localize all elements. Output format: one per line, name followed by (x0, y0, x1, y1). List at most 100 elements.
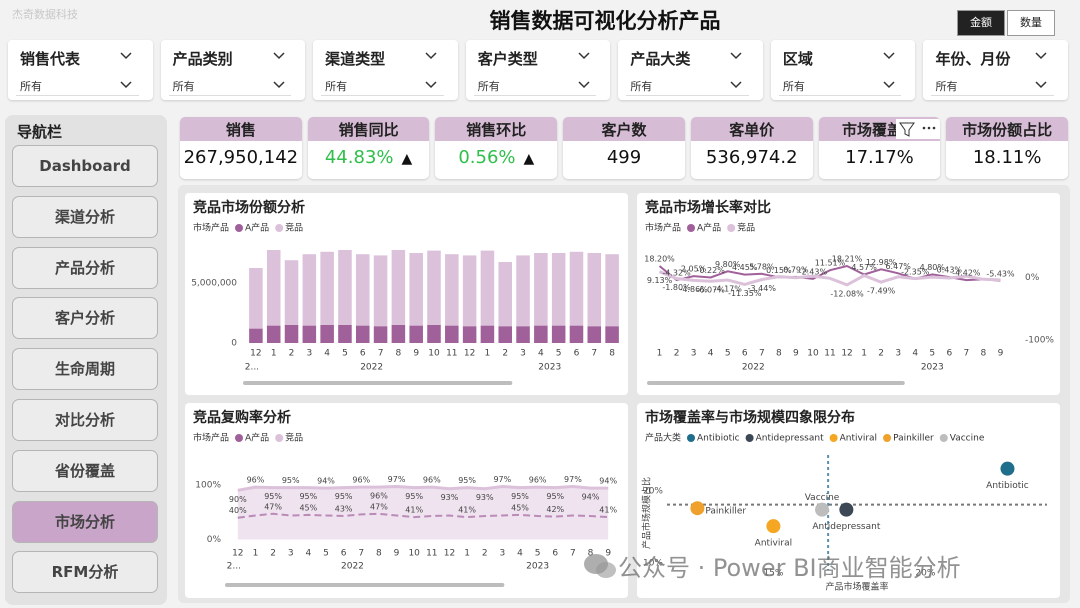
kpi-card: 市场份额占比 18.11% (946, 117, 1069, 179)
bar-segment (480, 325, 495, 343)
data-label: 95% (299, 492, 317, 501)
chevron (120, 81, 132, 89)
bar-segment (569, 251, 584, 326)
chevron (1035, 52, 1047, 60)
x-tick-label: 9 (998, 349, 1004, 359)
legend-label: 竞品 (285, 222, 303, 234)
filter-dropdown[interactable]: 区域 所有 (770, 40, 916, 100)
visual-toolbar[interactable] (896, 119, 941, 139)
chevron (730, 52, 742, 60)
x-tick-label: 10 (408, 549, 420, 559)
filter-label: 产品大类 (630, 50, 691, 68)
bar-segment (427, 250, 441, 325)
data-label: 95% (405, 492, 423, 501)
bar-segment (516, 326, 530, 343)
chevron (425, 52, 437, 60)
bar-segment (445, 254, 459, 326)
x-tick-label: 3 (499, 549, 505, 559)
kpi-card: 客户数 499 (563, 117, 685, 179)
chevron (120, 52, 132, 60)
nav-button[interactable]: Dashboard (12, 145, 158, 187)
x-tick-label: 10 (807, 349, 819, 359)
x-group-label: 2023 (538, 363, 561, 373)
x-tick-label: 3 (520, 349, 526, 359)
data-label: -5.43% (986, 269, 1015, 278)
kpi-value: 17.17% (845, 147, 914, 168)
line (237, 484, 609, 492)
toggle-button[interactable]: 数量 (1007, 10, 1055, 36)
x-tick-label: 1 (485, 349, 491, 359)
nav-button[interactable]: 生命周期 (12, 348, 158, 391)
chart-card: 市场覆盖率与市场规模四象限分布 产品大类 Antibiotic Antidepress… (637, 403, 1060, 598)
filter-value: 所有 (935, 80, 958, 93)
x-tick-label: 8 (376, 549, 382, 559)
scatter-point (1000, 461, 1015, 476)
legend-swatch (235, 434, 243, 442)
filter-underline (473, 95, 597, 96)
filter-dropdown[interactable]: 产品大类 所有 (618, 40, 763, 100)
data-label: 95% (546, 492, 564, 501)
nav-title: 导航栏 (17, 123, 63, 141)
x-group-label: 2023 (921, 363, 944, 373)
bar-segment (534, 325, 548, 343)
wechat-icon (584, 553, 616, 578)
nav-button[interactable]: 省份覆盖 (12, 449, 158, 492)
x-group-label: 2... (227, 562, 241, 572)
scrollbar (225, 583, 505, 587)
y-tick-label: 10% (643, 558, 663, 568)
data-label: -2.35% (901, 267, 930, 276)
bar-segment (605, 326, 619, 343)
legend-title: 市场产品 (193, 222, 229, 234)
filter-dropdown[interactable]: 客户类型 所有 (465, 40, 611, 100)
chart-card: 竞品市场增长率对比 市场产品 A产品 竞品 0% -100% 1 2 3 4 5 6 7 8 9 10 11 12… (637, 193, 1060, 395)
x-group-label: 2023 (526, 562, 549, 572)
filter-dropdown[interactable]: 渠道类型 所有 (313, 40, 458, 100)
filter-underline (16, 95, 139, 96)
legend-label: Antidepressant (756, 434, 824, 444)
x-tick-label: 12 (841, 349, 852, 359)
bar-segment (409, 253, 423, 326)
data-label: 0.79% (783, 265, 809, 274)
nav-button[interactable]: 渠道分析 (12, 195, 158, 238)
kpi-value-row: 536,974.2 (691, 147, 813, 168)
bar-segment (266, 325, 281, 343)
filter-dropdown[interactable]: 年份、月份 所有 (923, 40, 1069, 100)
filter-dropdown[interactable]: 产品类别 所有 (160, 40, 306, 100)
data-label: -1.80% (662, 283, 691, 292)
filter-underline (778, 95, 902, 96)
nav-button[interactable]: RFM分析 (12, 551, 158, 594)
legend-swatch (275, 224, 284, 232)
filter-bar: 销售代表 所有 产品类别 所有 渠道类型 所有 客户类型 所有 产品大类 所有 区域 所有 年份、月份所… (8, 40, 1069, 100)
bar-segment (445, 325, 459, 343)
nav-button[interactable]: 对比分析 (12, 399, 158, 441)
bar-segment (409, 325, 423, 343)
kpi-value: 44.83% (324, 147, 394, 168)
point-label: Painkiller (705, 507, 746, 517)
chevron (883, 81, 895, 89)
line (237, 512, 609, 519)
nav-button[interactable]: 市场分析 (12, 500, 158, 543)
kpi-trend: ▲ (523, 151, 535, 167)
kpi-title: 销售同比 (307, 117, 430, 141)
data-label: 95% (458, 476, 476, 485)
nav-button[interactable]: 产品分析 (12, 246, 158, 289)
scrollbar (647, 381, 905, 385)
nav-button[interactable]: 客户分析 (12, 297, 158, 340)
data-label: 96% (529, 476, 547, 485)
bar-segment (480, 250, 495, 326)
bar-segment (249, 328, 263, 343)
chevron (273, 52, 285, 60)
x-tick-label: 7 (358, 549, 364, 559)
y-tick-label: 20% (643, 486, 663, 496)
chevron (425, 81, 437, 89)
kpi-value-row: 267,950,142 (180, 147, 302, 168)
toggle-button[interactable]: 金额 (957, 10, 1005, 36)
data-label: 94% (582, 493, 600, 502)
bar-segment (551, 325, 566, 343)
bar-segment (462, 255, 477, 327)
filter-dropdown[interactable]: 销售代表 所有 (8, 40, 153, 100)
filter-underline (321, 95, 444, 96)
kpi-title: 客单价 (690, 117, 813, 141)
